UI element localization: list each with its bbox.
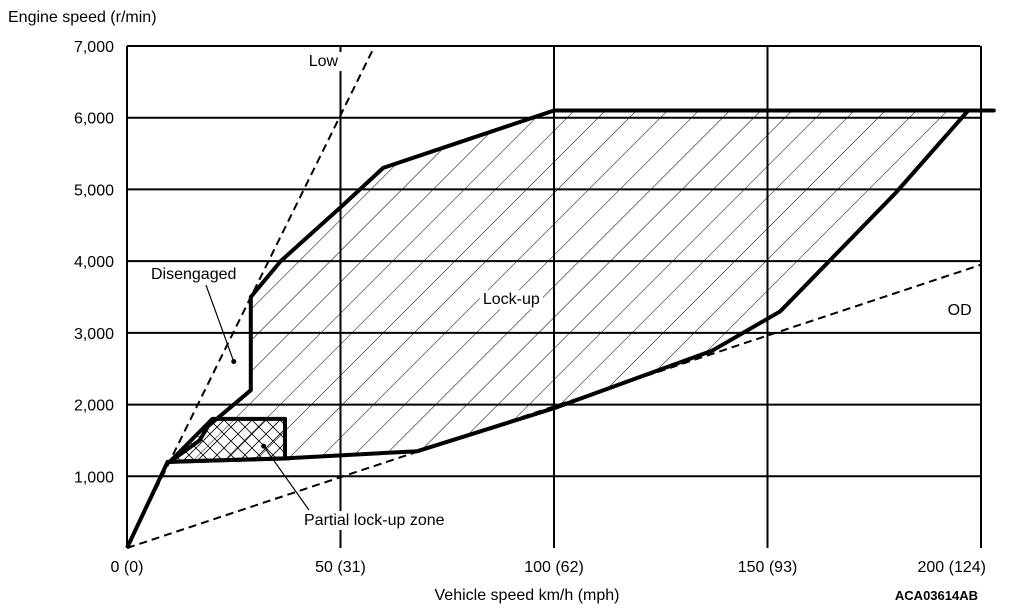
x-tick-label: 0 (0) [111, 559, 144, 576]
disengaged-annotation: Disengaged [151, 266, 236, 283]
od-gear-line [126, 263, 982, 549]
y-axis-label: Engine speed (r/min) [8, 9, 157, 26]
lock-up-annotation: Lock-up [483, 291, 540, 308]
annotations: Low OD Lock-up Disengaged Partial lock-up zo… [148, 52, 975, 531]
disengaged-annotation-bg [148, 265, 240, 285]
y-tick-label: 7,000 [74, 39, 114, 56]
low-annotation-bg [305, 52, 342, 72]
series-layer [126, 45, 982, 549]
partial-lock-up-zone-annotation: Partial lock-up zone [304, 512, 445, 529]
low-annotation: Low [309, 53, 339, 70]
od-annotation-bg [944, 300, 975, 320]
y-tick-label: 3,000 [74, 326, 114, 343]
partial-lock-up-boundary [167, 416, 287, 464]
lock-up-annotation-bg [479, 290, 543, 310]
partial-lock-up-zone-annotation-bg [301, 511, 448, 531]
y-tick-label: 4,000 [74, 254, 114, 271]
partial-lock-up-zone-annotation-leader [263, 445, 310, 511]
od-annotation: OD [948, 302, 972, 319]
x-axis-label: Vehicle speed km/h (mph) [435, 587, 620, 604]
disengaged-annotation-leader [205, 284, 235, 362]
y-tick-label: 2,000 [74, 398, 114, 415]
y-tick-label: 6,000 [74, 111, 114, 128]
y-tick-label: 5,000 [74, 182, 114, 199]
low-gear-line [126, 45, 376, 549]
x-tick-label: 100 (62) [524, 559, 584, 576]
plot-frame [126, 45, 980, 548]
y-tick-label: 1,000 [74, 469, 114, 486]
x-tick-label: 200 (124) [918, 559, 987, 576]
disengaged-annotation-dot [231, 359, 237, 365]
x-tick-label: 150 (93) [738, 559, 798, 576]
partial-lock-up-region [169, 418, 285, 462]
regions-layer [125, 108, 996, 549]
figure-code: ACA03614AB [895, 588, 978, 603]
x-tick-label: 50 (31) [315, 559, 366, 576]
partial-lock-up-zone-annotation-dot [261, 443, 267, 449]
tick-labels: 1,000 2,000 3,000 4,000 5,000 6,000 7,000 0 (0)… [74, 39, 986, 576]
lock-up-region [167, 110, 994, 462]
